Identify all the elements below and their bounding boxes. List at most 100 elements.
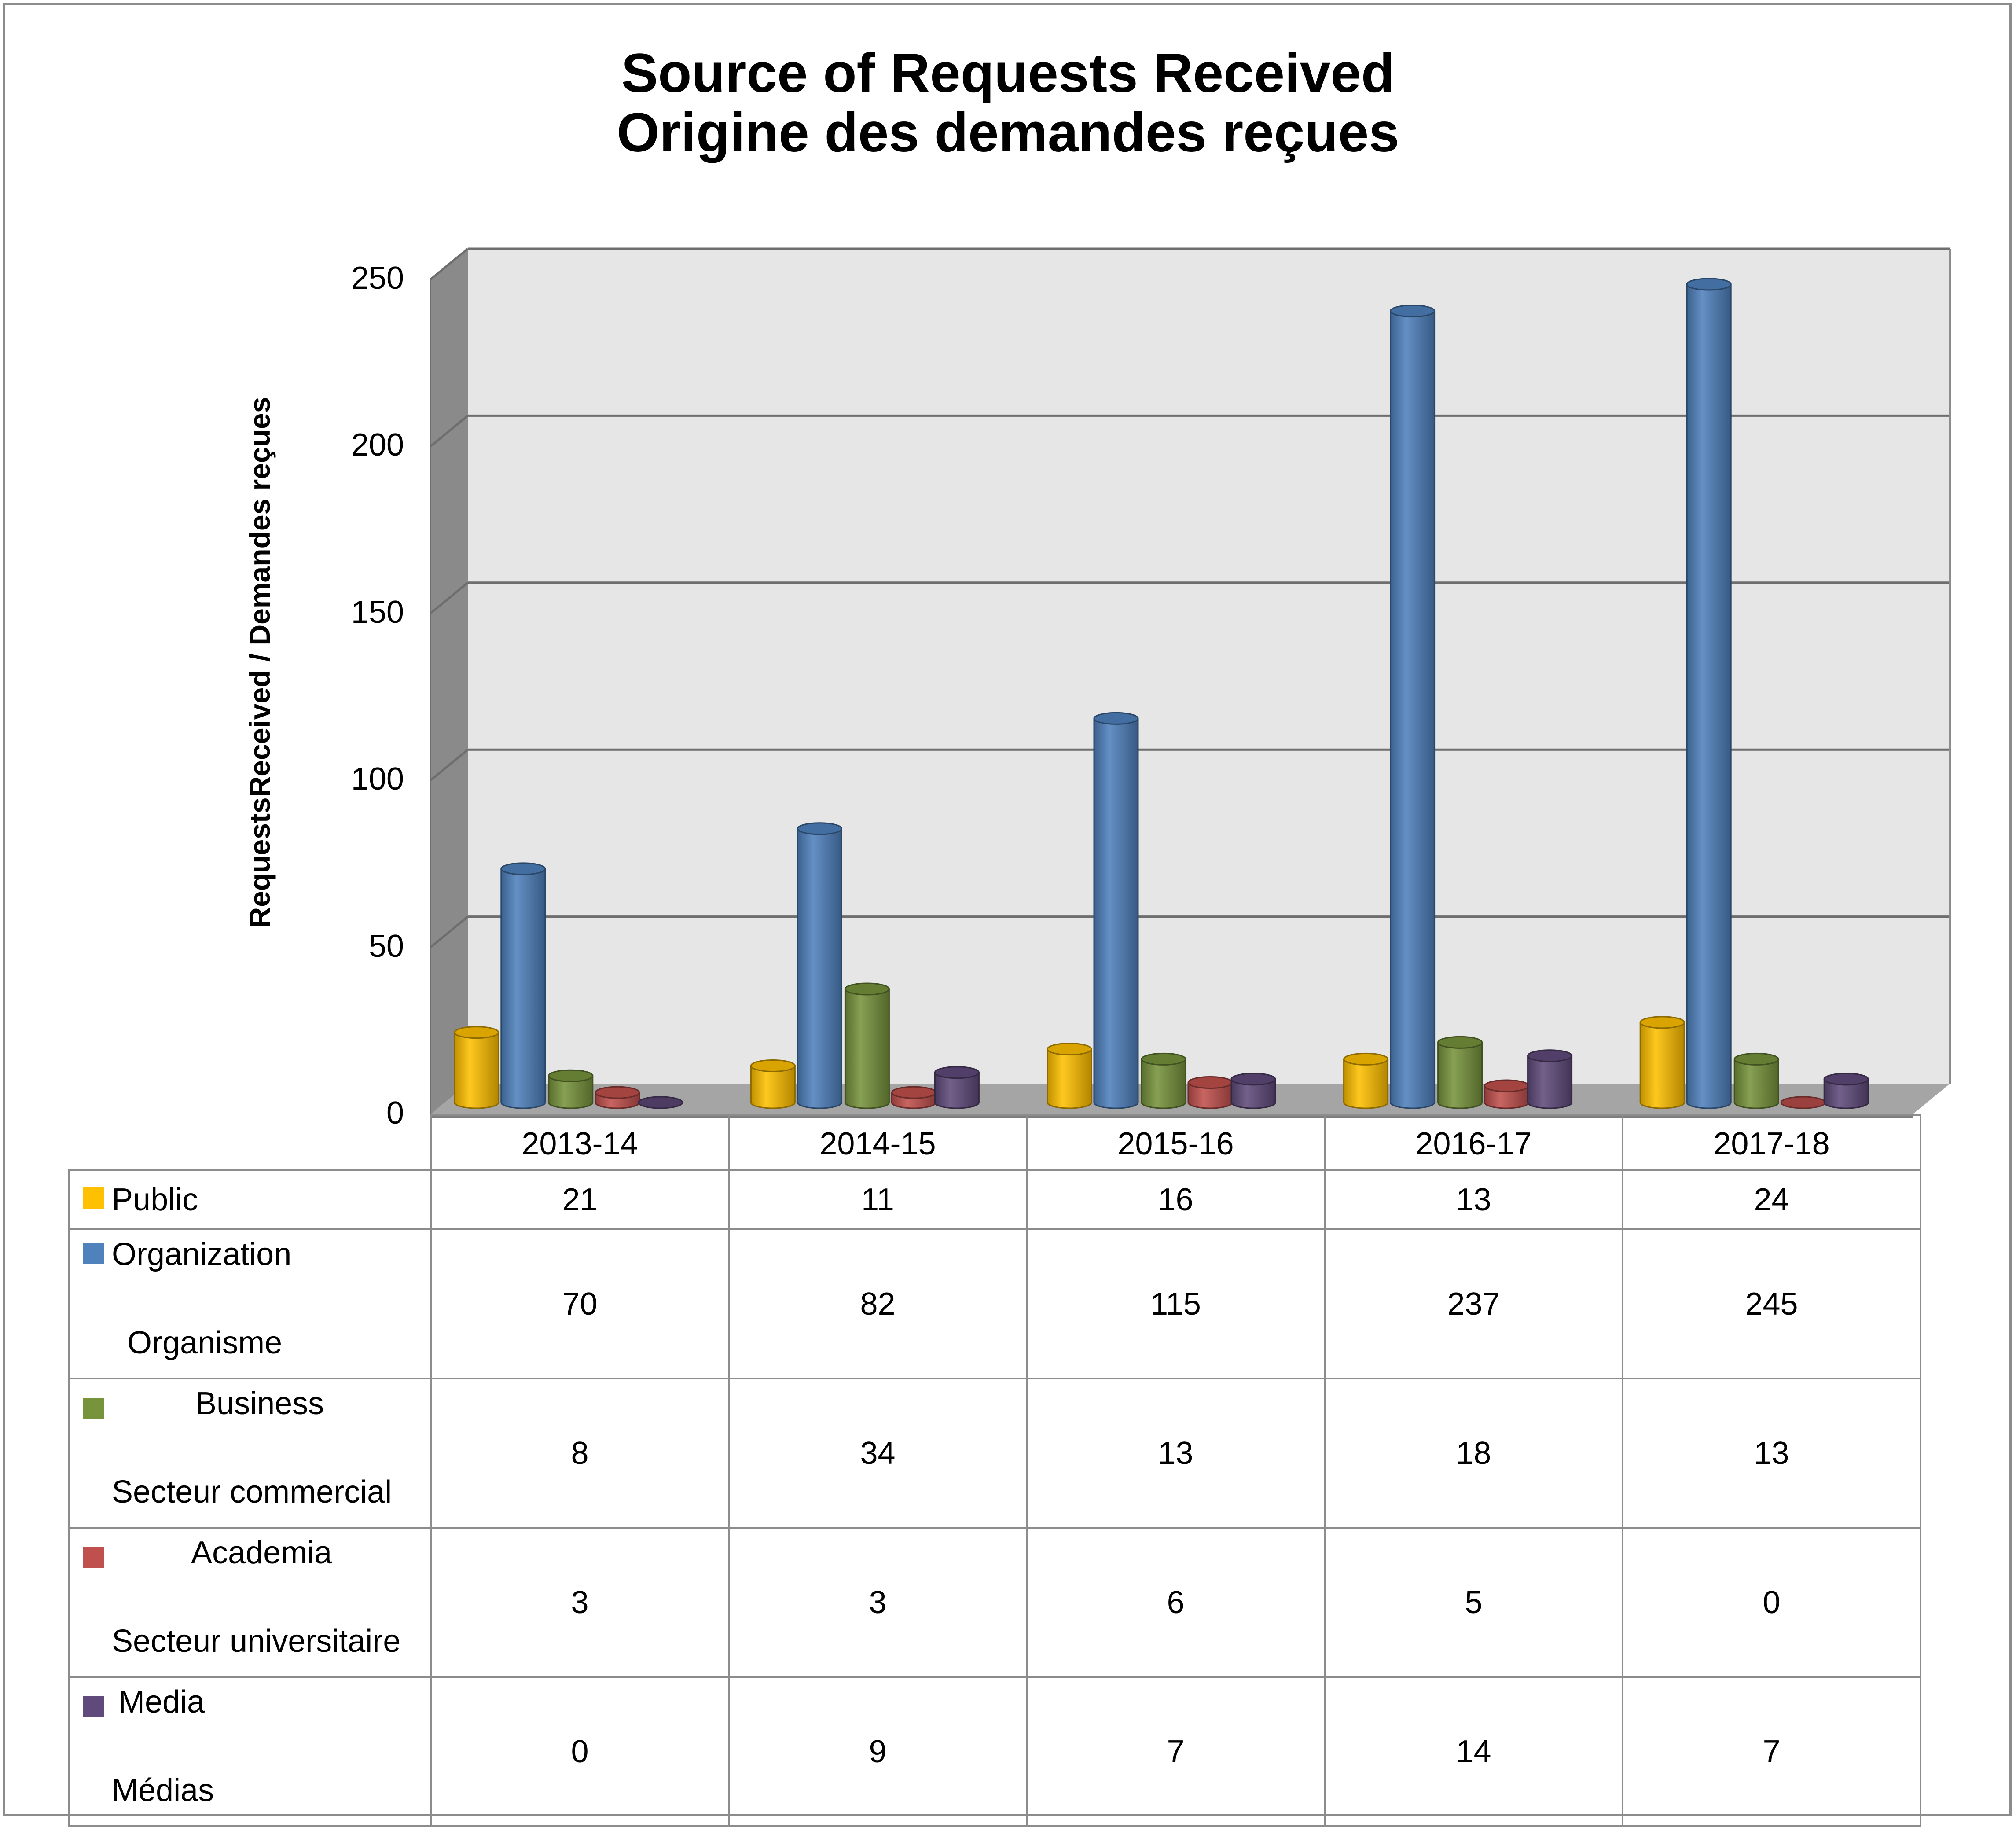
y-tick-label: 100 — [351, 761, 404, 797]
bar-top — [500, 862, 546, 875]
data-label: 245 — [1622, 1228, 1921, 1379]
bar-body — [1437, 1041, 1483, 1109]
bar-body — [454, 1032, 499, 1109]
legend-entry-public: Public — [68, 1169, 432, 1230]
bar-organization-2017-18 — [1686, 278, 1732, 1109]
legend-label: Media — [118, 1684, 205, 1720]
legend-label-fr: Secteur universitaire — [112, 1624, 401, 1659]
bar-top — [1093, 712, 1139, 725]
bar-academia-2015-16 — [1187, 1076, 1233, 1109]
bar-business-2013-14 — [548, 1069, 594, 1109]
data-label: 7 — [1622, 1676, 1921, 1827]
data-label: 0 — [430, 1676, 730, 1827]
data-label: 6 — [1026, 1527, 1326, 1678]
bar-media-2013-14 — [638, 1096, 683, 1109]
bar-top — [844, 982, 890, 996]
bar-top — [1823, 1073, 1869, 1086]
bar-public-2014-15 — [750, 1059, 796, 1109]
data-label: 34 — [728, 1378, 1028, 1529]
category-label: 2017-18 — [1622, 1114, 1921, 1171]
bar-body — [548, 1075, 594, 1109]
table-corner-cell — [69, 1115, 432, 1171]
data-table: 2013-14 2014-15 2015-16 2016-17 2017-18 Publi… — [68, 1114, 1921, 1827]
bar-top — [750, 1059, 796, 1073]
bar-academia-2016-17 — [1484, 1079, 1530, 1109]
y-tick-label: 50 — [368, 928, 404, 964]
data-label: 21 — [430, 1169, 730, 1230]
bar-academia-2017-18 — [1780, 1096, 1826, 1109]
data-label: 13 — [1622, 1378, 1921, 1529]
bar-top — [1343, 1052, 1389, 1066]
legend-swatch — [83, 1547, 104, 1568]
bar-body — [1230, 1078, 1276, 1109]
bar-public-2015-16 — [1047, 1043, 1092, 1109]
data-label: 13 — [1026, 1378, 1326, 1529]
side-wall — [430, 249, 468, 1114]
gridline-side — [430, 415, 469, 448]
bar-top — [1686, 278, 1732, 291]
data-label: 8 — [430, 1378, 730, 1529]
bar-public-2016-17 — [1343, 1052, 1389, 1109]
legend-label: Public — [112, 1182, 198, 1217]
bar-top — [1141, 1052, 1186, 1066]
bar-body — [797, 828, 842, 1109]
bar-body — [1141, 1058, 1186, 1109]
bar-top — [1484, 1079, 1530, 1092]
data-label: 11 — [728, 1169, 1028, 1230]
bar-business-2015-16 — [1141, 1052, 1186, 1109]
bar-organization-2013-14 — [500, 862, 546, 1109]
data-label: 115 — [1026, 1228, 1326, 1379]
category-label: 2016-17 — [1324, 1114, 1623, 1171]
bar-body — [1686, 283, 1732, 1109]
bar-body — [1733, 1058, 1779, 1109]
data-label: 24 — [1622, 1169, 1921, 1230]
y-tick-label: 150 — [351, 594, 404, 630]
data-label: 16 — [1026, 1169, 1326, 1230]
bar-public-2013-14 — [454, 1026, 499, 1109]
bar-organization-2015-16 — [1093, 712, 1139, 1109]
legend-swatch — [83, 1243, 104, 1264]
legend-entry-organization: Organization Organisme — [68, 1228, 432, 1379]
data-label: 14 — [1324, 1676, 1623, 1827]
legend-entry-academia: Academia Secteur universitaire — [68, 1527, 432, 1678]
table-row: Organization Organisme 70 82 115 237 245 — [68, 1228, 1921, 1379]
legend-entry-media: Media Médias — [68, 1676, 432, 1827]
bar-top — [1639, 1016, 1685, 1029]
table-header-row: 2013-14 2014-15 2015-16 2016-17 2017-18 — [69, 1114, 1921, 1171]
bar-top — [1733, 1052, 1779, 1066]
bar-academia-2014-15 — [891, 1086, 936, 1109]
bar-body — [844, 988, 890, 1109]
legend-label: Organization — [112, 1237, 292, 1272]
bar-organization-2014-15 — [797, 822, 842, 1109]
y-tick-label: 200 — [351, 427, 404, 463]
table-row: Public 21 11 16 13 24 — [68, 1169, 1921, 1230]
bar-body — [934, 1072, 980, 1109]
bar-body — [1639, 1022, 1685, 1109]
bar-top — [638, 1096, 683, 1109]
legend-swatch — [83, 1696, 104, 1717]
legend-swatch — [83, 1398, 104, 1419]
bar-top — [595, 1086, 640, 1099]
bar-body — [1093, 717, 1139, 1109]
bar-body — [1343, 1058, 1389, 1109]
data-label: 0 — [1622, 1527, 1921, 1678]
legend-label-fr: Secteur commercial — [112, 1474, 392, 1510]
data-label: 70 — [430, 1228, 730, 1379]
data-label: 3 — [430, 1527, 730, 1678]
gridline-side — [430, 915, 469, 948]
gridline-side — [430, 581, 469, 614]
bar-top — [454, 1026, 499, 1039]
bar-top — [934, 1066, 980, 1079]
bar-body — [1823, 1078, 1869, 1109]
bar-top — [548, 1069, 594, 1082]
table-row: Media Médias 0 9 7 14 7 — [68, 1676, 1921, 1827]
legend-label: Academia — [191, 1535, 332, 1570]
category-label: 2013-14 — [430, 1114, 730, 1171]
bar-top — [1780, 1096, 1826, 1109]
bar-top — [1437, 1036, 1483, 1049]
y-axis-label: RequestsReceived / Demandes reçues — [243, 397, 276, 928]
data-label: 5 — [1324, 1527, 1623, 1678]
table-row: Academia Secteur universitaire 3 3 6 5 0 — [68, 1527, 1921, 1678]
bar-top — [1047, 1043, 1092, 1056]
bar-top — [1527, 1049, 1573, 1062]
